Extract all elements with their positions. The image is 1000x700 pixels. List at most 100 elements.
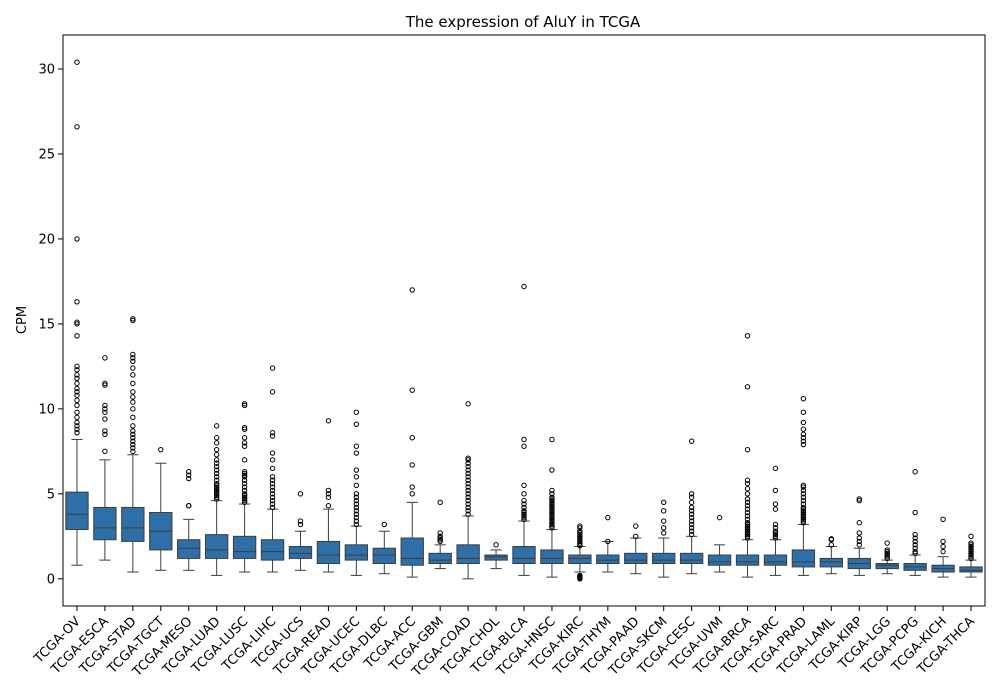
outlier-point xyxy=(241,443,248,449)
box-group xyxy=(735,333,760,578)
outlier-point xyxy=(130,389,136,395)
outlier-point xyxy=(269,484,276,490)
outlier-point xyxy=(186,469,192,475)
outlier-point xyxy=(465,474,471,480)
outlier-point xyxy=(269,429,276,436)
outlier-point xyxy=(325,418,332,424)
y-tick-label: 15 xyxy=(38,317,55,332)
outlier-point xyxy=(325,494,332,500)
outlier-point xyxy=(269,477,276,483)
outlier-point xyxy=(968,555,974,562)
outlier-point xyxy=(716,514,723,521)
box-iqr xyxy=(540,549,564,565)
outlier-point xyxy=(800,513,807,519)
outlier-point xyxy=(130,380,136,387)
outlier-point xyxy=(800,395,807,402)
outlier-point xyxy=(74,236,80,242)
box-iqr xyxy=(652,552,676,565)
outlier-point xyxy=(74,124,80,130)
outlier-point xyxy=(102,431,108,438)
outlier-point xyxy=(660,508,667,514)
outlier-point xyxy=(912,550,918,557)
outlier-point xyxy=(577,540,583,546)
outlier-point xyxy=(465,491,471,497)
box-iqr xyxy=(400,537,424,566)
outlier-point xyxy=(241,477,248,483)
outlier-point xyxy=(158,446,164,453)
outlier-point xyxy=(800,494,807,500)
outlier-point xyxy=(912,469,918,475)
outlier-point xyxy=(800,438,807,444)
outlier-point xyxy=(744,526,751,533)
box-iqr xyxy=(344,544,369,561)
outlier-point xyxy=(577,530,583,536)
outlier-point xyxy=(800,431,807,438)
outlier-point xyxy=(353,450,360,456)
outlier-point xyxy=(269,501,276,507)
outlier-point xyxy=(800,487,807,494)
outlier-point xyxy=(884,552,890,558)
outlier-point xyxy=(269,433,276,439)
outlier-point xyxy=(521,514,527,521)
outlier-point xyxy=(465,467,471,473)
outlier-point xyxy=(213,484,220,490)
outlier-point xyxy=(800,409,807,415)
outlier-point xyxy=(130,438,136,444)
box-group xyxy=(93,355,117,561)
outlier-point xyxy=(353,501,360,507)
y-tick-label: 30 xyxy=(38,62,55,77)
box-group xyxy=(316,418,341,573)
outlier-point xyxy=(800,435,807,441)
outlier-point xyxy=(269,450,276,456)
outlier-point xyxy=(521,436,527,443)
outlier-point xyxy=(521,491,527,497)
outlier-point xyxy=(605,538,611,545)
outlier-point xyxy=(465,511,471,517)
outlier-point xyxy=(772,506,779,512)
outlier-point xyxy=(241,402,248,409)
outlier-point xyxy=(213,423,220,429)
outlier-point xyxy=(465,455,471,461)
outlier-point xyxy=(353,504,360,511)
outlier-point xyxy=(968,542,974,548)
outlier-point xyxy=(744,446,751,453)
outlier-point xyxy=(130,406,136,412)
outlier-point xyxy=(800,497,807,504)
box-iqr xyxy=(204,534,229,559)
outlier-point xyxy=(744,496,751,502)
outlier-point xyxy=(772,535,779,541)
outlier-point xyxy=(74,321,80,327)
outlier-point xyxy=(688,511,695,517)
box-iqr xyxy=(791,549,816,568)
outlier-point xyxy=(744,525,751,531)
outlier-point xyxy=(688,514,695,521)
outlier-point xyxy=(940,538,946,545)
outlier-point xyxy=(186,472,192,478)
box-group xyxy=(65,59,89,566)
outlier-point xyxy=(102,409,108,415)
box-iqr xyxy=(875,563,899,570)
outlier-point xyxy=(465,463,471,470)
outlier-point xyxy=(465,501,471,507)
box-group xyxy=(260,365,285,573)
outlier-point xyxy=(688,508,695,514)
outlier-point xyxy=(884,540,890,546)
outlier-point xyxy=(241,401,248,407)
outlier-point xyxy=(465,460,471,466)
outlier-point xyxy=(241,492,248,499)
outlier-point xyxy=(465,504,471,511)
outlier-point xyxy=(409,387,415,393)
outlier-point xyxy=(409,462,415,468)
outlier-point xyxy=(130,317,136,324)
outlier-point xyxy=(130,423,136,429)
box-group xyxy=(204,423,229,576)
outlier-point xyxy=(437,533,443,540)
outlier-point xyxy=(521,508,527,514)
outlier-point xyxy=(102,428,108,434)
outlier-point xyxy=(800,501,807,507)
outlier-point xyxy=(940,548,946,555)
outlier-point xyxy=(912,538,918,545)
outlier-point xyxy=(800,504,807,511)
box-group xyxy=(149,446,173,571)
outlier-point xyxy=(772,528,779,534)
